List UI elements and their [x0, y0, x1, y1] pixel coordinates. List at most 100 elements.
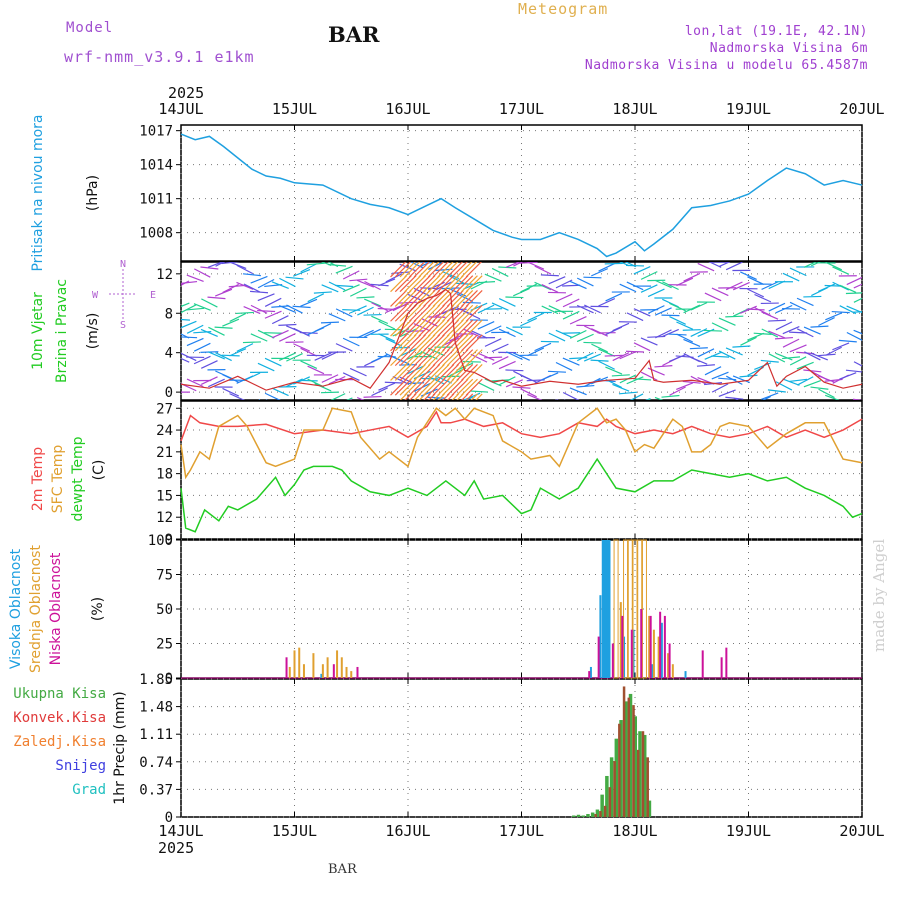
wind-arrow: [181, 357, 190, 363]
wind-arrow: [364, 280, 381, 291]
wind-arrow: [775, 352, 793, 361]
year-label-bottom: 2025: [158, 839, 194, 857]
model-label: Model: [66, 20, 114, 36]
wind-arrow: [584, 304, 601, 314]
wind-arrow: [853, 283, 862, 289]
wind-arrow: [640, 403, 658, 405]
wind-arrow-strong: [442, 349, 459, 367]
wind-arrow: [704, 366, 722, 376]
y-tick-label: 75: [156, 568, 173, 584]
wind-arrow-strong: [465, 304, 483, 322]
wind-arrow: [612, 322, 630, 332]
cloud-unit-label: (%): [90, 597, 106, 621]
cloud-mid-bar: [641, 539, 647, 679]
cloud-mid-bar: [671, 664, 674, 678]
wind-arrow: [385, 338, 403, 347]
cloud-mid-bar: [298, 647, 301, 678]
dewpoint-line: [180, 457, 863, 533]
panel-frame-pressure: [180, 124, 863, 262]
wind-arrow-strong: [437, 275, 455, 293]
wind-arrow: [465, 396, 474, 400]
cloud-low-bar: [597, 636, 600, 678]
wind-arrow: [682, 329, 701, 331]
wind-arrow: [803, 262, 817, 268]
wind-arrow: [349, 278, 368, 282]
wind-arrow: [236, 264, 254, 275]
wind-arrow: [321, 374, 339, 383]
wind-arrow-strong: [437, 304, 455, 322]
compass-east-label: E: [150, 290, 156, 301]
y-tick-label: 4: [165, 346, 173, 362]
date-tick-label-top: 15JUL: [272, 100, 317, 118]
wind-arrow: [207, 262, 224, 268]
wind-arrow-strong: [437, 334, 455, 352]
cloud-mid-bar: [345, 666, 348, 678]
wind-arrow: [612, 352, 630, 362]
wind-arrow: [300, 347, 318, 357]
wind-arrow: [186, 378, 204, 388]
wind-arrow: [279, 332, 296, 342]
y-tick-label: 100: [148, 533, 173, 549]
wind-arrow-strong: [446, 262, 464, 278]
wind-arrow: [505, 369, 524, 372]
wind-axis-label-2-part: Brzina i Pravac: [54, 279, 70, 383]
wind-arrow: [349, 367, 367, 377]
wind-arrow: [356, 296, 375, 299]
wind-arrow: [498, 328, 516, 338]
wind-arrow: [711, 287, 729, 297]
wind-arrow: [477, 281, 496, 284]
wind-arrow: [852, 311, 862, 313]
wind-arrow: [356, 329, 374, 339]
wind-arrow: [747, 288, 764, 298]
wind-arrow: [314, 383, 332, 392]
wind-arrow: [271, 281, 289, 289]
wind-arrow: [250, 333, 268, 342]
date-tick-label-top: 16JUL: [385, 100, 430, 118]
wind-arrow: [181, 304, 197, 314]
wind-arrow-strong: [399, 393, 407, 400]
wind-axis-label-1-part: 10m Vjetar: [30, 292, 46, 370]
cloud-mid-axis-label: Srednja Oblacnost: [28, 545, 44, 673]
cloud-high-bar: [684, 671, 687, 678]
wind-unit-label: (m/s): [85, 313, 101, 350]
wind-arrow: [583, 341, 602, 344]
precip-total-bar: [624, 701, 628, 817]
wind-arrow: [342, 403, 360, 404]
wind-arrow-strong: [432, 393, 441, 400]
wind-arrow-strong: [427, 275, 445, 293]
wind-arrow: [796, 361, 814, 370]
cloud-low-bar: [640, 609, 643, 678]
wind-arrow-strong: [446, 363, 464, 381]
wind-arrow: [250, 290, 269, 294]
precip-total-bar: [595, 809, 600, 817]
wind-arrow-strong: [437, 393, 445, 400]
wind-arrow-strong: [432, 262, 449, 278]
wind-arrow-strong: [409, 275, 426, 293]
wind-arrow-strong: [432, 275, 450, 293]
wind-arrow-strong: [423, 363, 441, 381]
wind-arrow: [576, 333, 594, 343]
wind-arrow: [662, 281, 679, 291]
wind-arrow: [662, 298, 679, 308]
wind-arrow: [767, 389, 786, 393]
wind-arrow-strong: [451, 275, 469, 293]
wind-arrow: [569, 315, 587, 325]
wind-arrow: [775, 321, 793, 331]
wind-arrow: [640, 271, 658, 280]
wind-arrow-strong: [418, 349, 436, 367]
wind-arrow: [342, 372, 360, 382]
wind-arrow: [761, 281, 779, 290]
precip-convective-bar: [603, 805, 607, 817]
wind-arrow: [669, 316, 686, 325]
wind-arrow: [378, 278, 396, 287]
wind-arrow-strong: [418, 262, 435, 278]
wind-arrow: [208, 326, 225, 336]
wind-arrow: [520, 388, 537, 398]
y-tick-label: 1.48: [139, 700, 173, 716]
wind-arrow: [271, 315, 289, 325]
wind-arrow: [236, 343, 254, 352]
wind-arrow-strong: [451, 304, 469, 322]
temp-2m-axis-label-part: 2m Temp: [30, 447, 46, 511]
wind-arrow: [469, 390, 488, 393]
y-tick-label: 1014: [139, 158, 173, 174]
